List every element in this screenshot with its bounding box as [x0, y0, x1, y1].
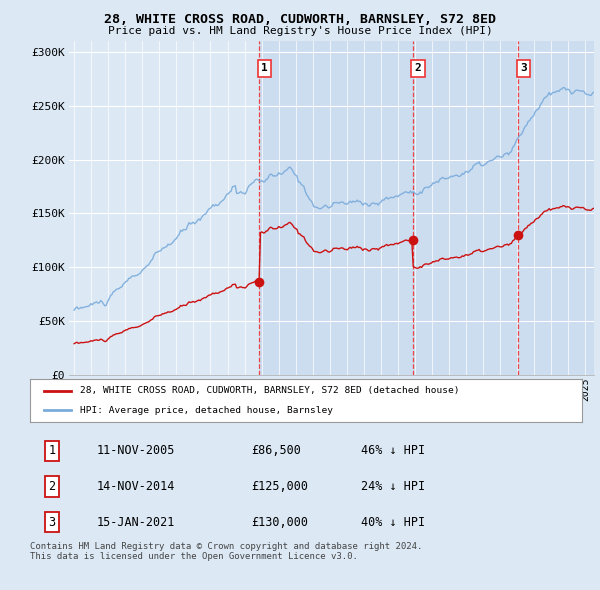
Text: 3: 3: [520, 63, 527, 73]
Text: Contains HM Land Registry data © Crown copyright and database right 2024.
This d: Contains HM Land Registry data © Crown c…: [30, 542, 422, 561]
Text: 28, WHITE CROSS ROAD, CUDWORTH, BARNSLEY, S72 8ED: 28, WHITE CROSS ROAD, CUDWORTH, BARNSLEY…: [104, 13, 496, 26]
Text: £86,500: £86,500: [251, 444, 301, 457]
Text: 24% ↓ HPI: 24% ↓ HPI: [361, 480, 425, 493]
Text: 3: 3: [49, 516, 56, 529]
Text: 2: 2: [49, 480, 56, 493]
Bar: [518, 41, 594, 375]
Text: 1: 1: [261, 63, 268, 73]
Text: 28, WHITE CROSS ROAD, CUDWORTH, BARNSLEY, S72 8ED (detached house): 28, WHITE CROSS ROAD, CUDWORTH, BARNSLEY…: [80, 386, 459, 395]
Text: 14-NOV-2014: 14-NOV-2014: [96, 480, 175, 493]
Text: 1: 1: [49, 444, 56, 457]
Text: 40% ↓ HPI: 40% ↓ HPI: [361, 516, 425, 529]
Text: 2: 2: [415, 63, 421, 73]
Bar: [259, 41, 413, 375]
Text: 46% ↓ HPI: 46% ↓ HPI: [361, 444, 425, 457]
Text: Price paid vs. HM Land Registry's House Price Index (HPI): Price paid vs. HM Land Registry's House …: [107, 26, 493, 36]
Text: £125,000: £125,000: [251, 480, 308, 493]
Text: 15-JAN-2021: 15-JAN-2021: [96, 516, 175, 529]
Text: £130,000: £130,000: [251, 516, 308, 529]
Text: 11-NOV-2005: 11-NOV-2005: [96, 444, 175, 457]
Text: HPI: Average price, detached house, Barnsley: HPI: Average price, detached house, Barn…: [80, 406, 332, 415]
Bar: [413, 41, 518, 375]
